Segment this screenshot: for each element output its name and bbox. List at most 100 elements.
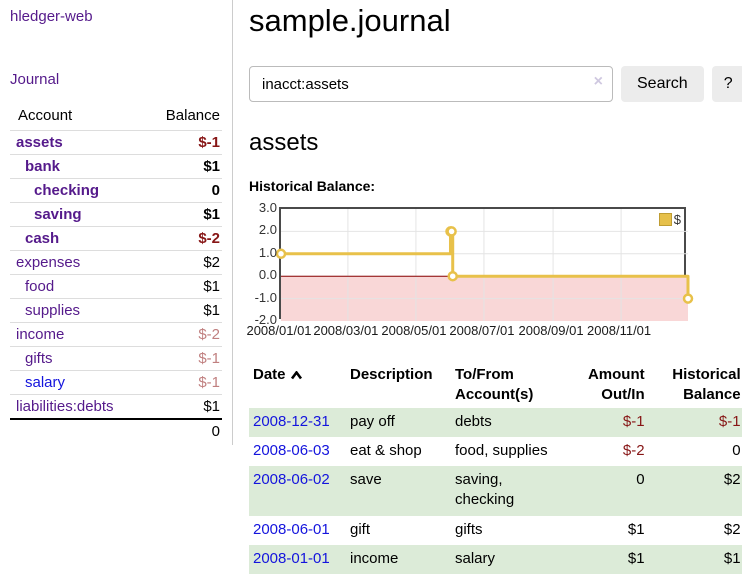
accounts-total-value: 0 [141, 418, 222, 443]
account-balance: $1 [141, 202, 222, 227]
account-row: supplies $1 [10, 298, 222, 323]
register-row: 2008-06-03 eat & shop food, supplies $-2 0 [249, 437, 742, 466]
account-row: cash $-2 [10, 226, 222, 251]
y-tick-label: 3.0 [258, 200, 277, 215]
transaction-date-link[interactable]: 2008-06-02 [253, 471, 330, 488]
chart-section-label: Historical Balance: [249, 178, 376, 194]
account-row: bank $1 [10, 154, 222, 179]
account-balance: 0 [141, 178, 222, 203]
account-link[interactable]: liabilities:debts [16, 398, 114, 415]
account-link[interactable]: gifts [25, 350, 53, 367]
register-header-row: Date Description To/From Account(s) Amou… [249, 363, 742, 408]
register-accounts-cell: food, supplies [455, 441, 548, 459]
account-link[interactable]: saving [34, 206, 82, 223]
legend-label: $ [673, 212, 681, 227]
register-header-date[interactable]: Date [249, 363, 346, 408]
transaction-date-link[interactable]: 2008-01-01 [253, 549, 330, 567]
register-accounts-cell: gifts [455, 520, 483, 538]
main-content: sample.journal × Search ? assets Histori… [233, 0, 742, 574]
chart-x-labels: 2008/01/01 2008/03/01 2008/05/01 2008/07/01… [246, 322, 686, 340]
register-date-cell: 2008-06-01 [249, 516, 346, 545]
register-row: 2008-06-01 gift gifts $1 $2 [249, 516, 742, 545]
transaction-date-link[interactable]: 2008-06-01 [253, 520, 330, 538]
chart-plot: $ 3.0 2.0 1.0 0.0 -1.0 -2.0 [255, 200, 694, 327]
account-balance: $1 [141, 298, 222, 323]
accounts-total-row: 0 [10, 418, 222, 443]
x-tick-label: 2008/01/01 [246, 323, 312, 338]
sidebar-item-journal[interactable]: Journal [10, 71, 60, 88]
register-amount-cell: $1 [627, 549, 645, 567]
account-balance: $1 [141, 274, 222, 299]
account-balance: $2 [141, 250, 222, 275]
account-row: liabilities:debts $1 [10, 394, 222, 419]
chart-legend: $ [658, 212, 681, 227]
x-tick-label: 2008/11/01 [587, 323, 652, 338]
account-link[interactable]: checking [34, 182, 100, 199]
register-description-cell: save [350, 471, 382, 488]
register-row: 2008-01-01 income salary $1 $1 [249, 544, 742, 574]
page-title: sample.journal [249, 3, 451, 38]
x-tick-label: 2008/07/01 [449, 323, 515, 338]
account-row: food $1 [10, 274, 222, 299]
register-accounts-cell: debts [455, 412, 492, 430]
account-row: salary $-1 [10, 370, 222, 395]
account-balance: $-1 [141, 346, 222, 371]
account-link[interactable]: food [25, 278, 55, 295]
search-form: × Search ? [249, 66, 742, 102]
account-link[interactable]: salary [25, 374, 66, 391]
account-link[interactable]: supplies [25, 302, 81, 319]
app-brand-link[interactable]: hledger-web [10, 8, 93, 25]
register-date-cell: 2008-06-02 [249, 466, 346, 516]
register-header-accounts: To/From Account(s) [455, 366, 534, 404]
account-heading: assets [249, 129, 319, 156]
account-link[interactable]: expenses [16, 254, 81, 271]
register-header-balance: Historical Balance [672, 366, 741, 404]
accounts-header-account: Account [18, 107, 73, 124]
account-row: gifts $-1 [10, 346, 222, 371]
register-row: 2008-06-02 save saving, checking 0 $2 [249, 466, 742, 516]
register-description-cell: income [350, 549, 399, 567]
register-balance-cell: $-1 [718, 412, 741, 430]
register-date-cell: 2008-06-03 [249, 437, 346, 466]
sidebar: hledger-web Journal Account Balance asse… [0, 0, 233, 445]
register-balance-cell: $2 [723, 471, 741, 488]
account-link[interactable]: assets [16, 134, 63, 151]
account-link[interactable]: cash [25, 230, 60, 247]
y-tick-label: 2.0 [258, 222, 277, 238]
register-header-description: Description [350, 366, 433, 383]
register-description-cell: gift [350, 520, 371, 538]
x-tick-label: 2008/03/01 [313, 323, 379, 338]
transaction-date-link[interactable]: 2008-06-03 [253, 441, 330, 459]
account-row: expenses $2 [10, 250, 222, 275]
y-tick-label: -1.0 [254, 289, 277, 305]
accounts-header-balance: Balance [165, 107, 220, 124]
account-row: income $-2 [10, 322, 222, 347]
chart-svg [275, 209, 694, 321]
register-balance-cell: 0 [732, 441, 741, 459]
account-row: saving $1 [10, 202, 222, 227]
register-table-body: 2008-12-31 pay off debts $-1 $-1 2008-06-03 ea… [249, 407, 742, 574]
register-accounts-cell: salary [455, 549, 496, 567]
help-button[interactable]: ? [711, 66, 742, 102]
register-balance-cell: $2 [723, 520, 741, 538]
clear-search-icon[interactable]: × [593, 73, 603, 90]
search-button[interactable]: Search [621, 66, 704, 102]
y-tick-label: -2.0 [254, 312, 277, 327]
account-balance: $1 [141, 154, 222, 179]
register-header-date-label: Date [253, 366, 286, 383]
account-balance: $-1 [141, 370, 222, 395]
y-tick-label: 0.0 [258, 267, 277, 283]
register-row: 2008-12-31 pay off debts $-1 $-1 [249, 407, 742, 437]
x-tick-label: 2008/09/01 [518, 323, 584, 338]
account-link[interactable]: bank [25, 158, 61, 175]
account-row: checking 0 [10, 178, 222, 203]
legend-swatch-icon [658, 213, 672, 226]
account-row: assets $-1 [10, 130, 222, 155]
search-input[interactable] [249, 66, 613, 102]
accounts-total-spacer [10, 418, 142, 443]
account-link[interactable]: income [16, 326, 65, 343]
transaction-date-link[interactable]: 2008-12-31 [253, 412, 330, 430]
accounts-table-body: assets $-1 bank $1 checking 0 saving $1 cash $-2 e… [10, 130, 222, 419]
register-description-cell: eat & shop [350, 441, 422, 459]
